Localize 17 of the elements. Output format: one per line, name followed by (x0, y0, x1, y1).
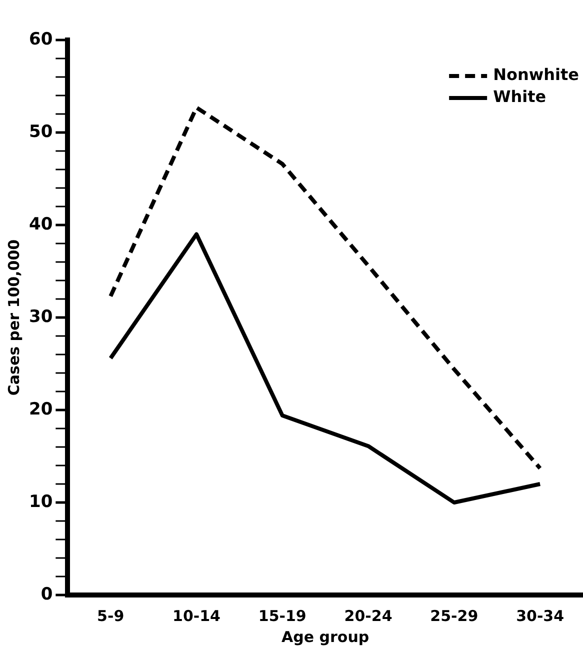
x-tick-label: 10-14 (172, 606, 220, 625)
y-tick-label: 50 (28, 122, 53, 142)
x-tick-label: 5-9 (97, 606, 124, 625)
legend-label: White (493, 87, 546, 106)
legend-label: Nonwhite (493, 65, 580, 84)
y-tick-label: 20 (28, 399, 53, 420)
x-tick-label: 15-19 (258, 606, 306, 625)
y-tick-label: 40 (28, 214, 53, 234)
x-tick-label: 30-34 (516, 606, 564, 625)
x-tick-label: 20-24 (344, 606, 392, 625)
y-tick-label: 30 (28, 306, 53, 327)
x-axis-title: Age group (282, 628, 370, 646)
y-tick-label: 10 (28, 492, 53, 512)
y-tick-label: 60 (28, 29, 53, 50)
y-tick-label: 0 (40, 584, 53, 604)
x-tick-label: 25-29 (430, 606, 478, 625)
y-axis-title: Cases per 100,000 (4, 239, 23, 396)
